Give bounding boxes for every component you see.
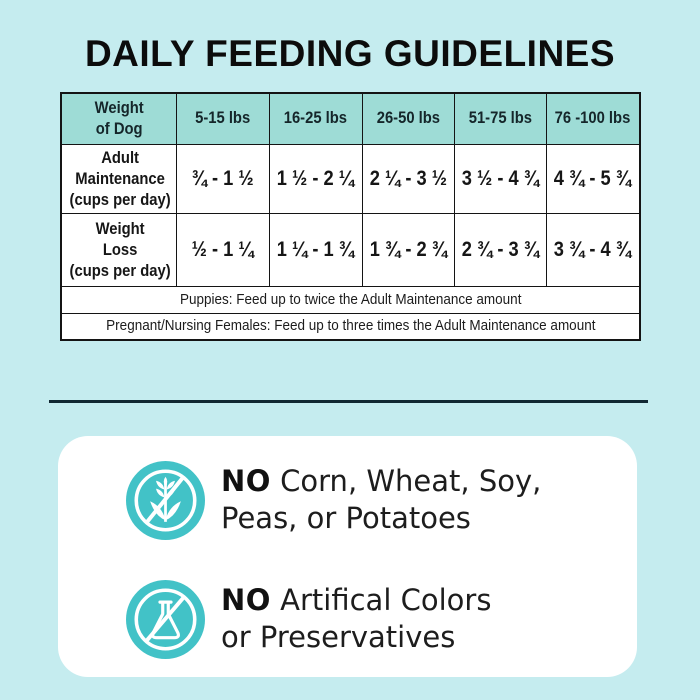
table-header-row: Weight of Dog 5-15 lbs 16-25 lbs 26-50 lb… [60,92,641,145]
callout-no-grains: NO Corn, Wheat, Soy, Peas, or Potatoes [126,461,541,540]
cell-value: 2 ¾ - 3 ¾ [453,212,547,287]
header-col-26-50: 26-50 lbs [361,92,455,145]
note-row-puppies: Puppies: Feed up to twice the Adult Main… [60,285,641,314]
cell-value: 3 ¾ - 4 ¾ [545,212,641,287]
row-label-adult-maintenance: Adult Maintenance (cups per day) [60,143,177,214]
flask-crossed-icon [126,580,205,659]
callout-line2: or Preservatives [221,620,456,654]
no-emphasis: NO [221,583,271,617]
callout-line1: Corn, Wheat, Soy, [270,464,542,498]
header-col-51-75: 51-75 lbs [453,92,547,145]
no-ingredients-card: NO Corn, Wheat, Soy, Peas, or Potatoes N… [58,436,637,677]
cell-value: 1 ¼ - 1 ¾ [268,212,363,287]
feeding-guidelines-table: Weight of Dog 5-15 lbs 16-25 lbs 26-50 lb… [60,92,641,341]
wheat-crossed-icon [126,461,205,540]
cell-value: 4 ¾ - 5 ¾ [545,143,641,214]
note-row-pregnant-nursing: Pregnant/Nursing Females: Feed up to thr… [60,312,641,341]
header-col-76-100: 76 -100 lbs [545,92,641,145]
cell-value: 1 ¾ - 2 ¾ [361,212,455,287]
callout-no-artificial: NO Artifical Colors or Preservatives [126,580,491,659]
cell-value: 1 ½ - 2 ¼ [268,143,363,214]
no-emphasis: NO [221,464,271,498]
cell-value: 3 ½ - 4 ¾ [453,143,547,214]
table-row-adult-maintenance: Adult Maintenance (cups per day) ¾ - 1 ½ 1… [60,143,641,214]
callout-no-grains-text: NO Corn, Wheat, Soy, Peas, or Potatoes [221,463,541,537]
callout-no-artificial-text: NO Artifical Colors or Preservatives [221,582,491,656]
table-row-weight-loss: Weight Loss (cups per day) ½ - 1 ¼ 1 ¼ - 1… [60,212,641,287]
callout-line2: Peas, or Potatoes [221,501,471,535]
note-puppies: Puppies: Feed up to twice the Adult Main… [60,285,641,314]
header-col-16-25: 16-25 lbs [268,92,363,145]
row-label-weight-loss: Weight Loss (cups per day) [60,212,177,287]
cell-value: ½ - 1 ¼ [175,212,270,287]
horizontal-divider [49,400,648,403]
header-weight-of-dog: Weight of Dog [60,92,177,145]
cell-value: ¾ - 1 ½ [175,143,270,214]
note-pregnant-nursing: Pregnant/Nursing Females: Feed up to thr… [60,312,641,341]
cell-value: 2 ¼ - 3 ½ [361,143,455,214]
header-col-5-15: 5-15 lbs [175,92,270,145]
page-title: DAILY FEEDING GUIDELINES [84,33,616,74]
callout-line1: Artifical Colors [270,583,492,617]
